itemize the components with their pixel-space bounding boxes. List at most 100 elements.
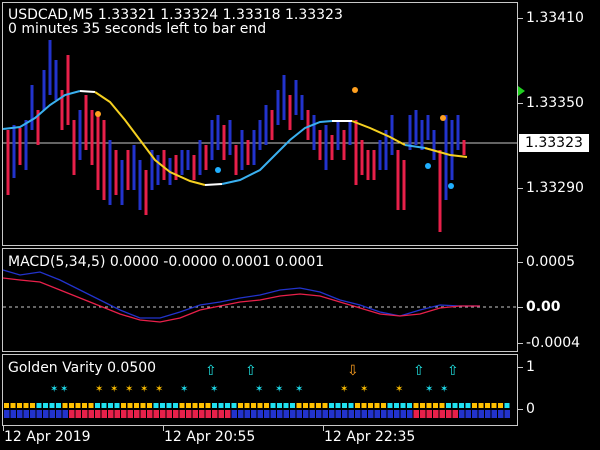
gv-upper-block	[452, 403, 458, 408]
gv-upper-block	[498, 403, 503, 408]
gv-lower-block	[283, 410, 289, 418]
gv-signal-arrow: ⇧	[447, 363, 459, 379]
gv-upper-block	[446, 403, 451, 408]
gv-lower-block	[140, 410, 146, 418]
gv-star-marker: ✶	[50, 384, 58, 395]
gv-upper-block	[413, 403, 419, 408]
gv-signal-arrow: ⇧	[205, 363, 217, 379]
gv-signal-arrow: ⇧	[245, 363, 257, 379]
price-bar	[210, 120, 214, 160]
gv-upper-block	[290, 403, 295, 408]
price-bar	[414, 110, 418, 145]
gv-lower-block	[101, 410, 107, 418]
gv-upper-block	[218, 403, 224, 408]
gv-lower-block	[374, 410, 380, 418]
gv-lower-block	[316, 410, 322, 418]
gv-star-marker: ✶	[125, 384, 133, 395]
price-bar	[48, 40, 52, 95]
golden-variety-indicator-panel[interactable]	[2, 354, 518, 426]
gv-upper-block	[381, 403, 386, 408]
gv-lower-block	[17, 410, 23, 418]
gv-lower-block	[303, 410, 309, 418]
gv-lower-block	[394, 410, 400, 418]
gv-lower-block	[452, 410, 458, 418]
price-bar	[60, 90, 64, 130]
macd-indicator-panel[interactable]	[2, 248, 518, 352]
current-price-badge: 1.33323	[519, 134, 589, 152]
price-bar	[432, 130, 436, 160]
gv-upper-block	[316, 403, 321, 408]
gv-lower-block	[218, 410, 224, 418]
gv-lower-block	[160, 410, 166, 418]
price-bar	[246, 140, 250, 165]
price-bar	[222, 125, 226, 160]
gv-lower-block	[121, 410, 127, 418]
price-chart-panel[interactable]	[2, 2, 518, 246]
gv-lower-block	[75, 410, 81, 418]
price-bar	[102, 120, 106, 200]
gv-upper-block	[238, 403, 243, 408]
gv-upper-block	[114, 403, 120, 408]
price-bar	[30, 85, 34, 130]
price-bar	[36, 110, 40, 145]
time-tick	[323, 426, 324, 431]
gv-upper-block	[374, 403, 380, 408]
gv-upper-block	[62, 403, 68, 408]
price-bar	[240, 130, 244, 170]
gv-lower-block	[108, 410, 114, 418]
ma-line-up	[2, 90, 81, 130]
price-bar	[144, 170, 148, 215]
gv-star-marker: ✶	[110, 384, 118, 395]
gv-lower-block	[270, 410, 276, 418]
gv-upper-block	[127, 403, 133, 408]
price-bar	[456, 115, 460, 150]
macd-tick	[518, 262, 523, 263]
price-bar	[126, 150, 130, 190]
gv-upper-block	[36, 403, 42, 408]
gv-star-marker: ✶	[360, 384, 368, 395]
gv-upper-block	[342, 403, 347, 408]
gv-upper-block	[160, 403, 165, 408]
gv-lower-block	[472, 410, 478, 418]
gv-lower-block	[166, 410, 172, 418]
gv-star-marker: ✶	[95, 384, 103, 395]
price-bar	[342, 130, 346, 160]
gv-lower-block	[186, 410, 192, 418]
gv-lower-block	[192, 410, 198, 418]
gv-upper-block	[329, 403, 334, 408]
gv-lower-block	[36, 410, 42, 418]
price-bar	[174, 155, 178, 180]
gv-upper-block	[322, 403, 328, 408]
gv-lower-block	[446, 410, 452, 418]
gv-lower-block	[95, 410, 101, 418]
price-bar	[12, 125, 16, 178]
price-bar	[96, 115, 100, 190]
gv-upper-block	[335, 403, 341, 408]
price-bar	[264, 105, 268, 145]
price-bar	[234, 145, 238, 175]
gv-signal-arrow: ⇧	[413, 363, 425, 379]
price-bar	[270, 110, 274, 140]
gv-star-marker: ✶	[255, 384, 263, 395]
gv-star-marker: ✶	[425, 384, 433, 395]
gv-upper-block	[277, 403, 282, 408]
bar-timer-label: 0 minutes 35 seconds left to bar end	[8, 21, 267, 37]
price-bar	[138, 160, 142, 210]
gv-lower-block	[212, 410, 218, 418]
price-bar	[462, 140, 466, 155]
gv-upper-block	[95, 403, 100, 408]
gv-lower-block	[147, 410, 153, 418]
signal-dot	[440, 115, 446, 121]
gv-upper-block	[504, 403, 510, 408]
gv-lower-block	[413, 410, 419, 418]
gv-upper-block	[231, 403, 237, 408]
gv-upper-block	[368, 403, 373, 408]
gv-lower-block	[342, 410, 348, 418]
price-tick	[518, 103, 523, 104]
gv-upper-block	[478, 403, 484, 408]
gv-upper-block	[30, 403, 35, 408]
macd-label-top: 0.0005	[526, 254, 575, 270]
gv-upper-block	[459, 403, 464, 408]
gv-lower-block	[69, 410, 75, 418]
